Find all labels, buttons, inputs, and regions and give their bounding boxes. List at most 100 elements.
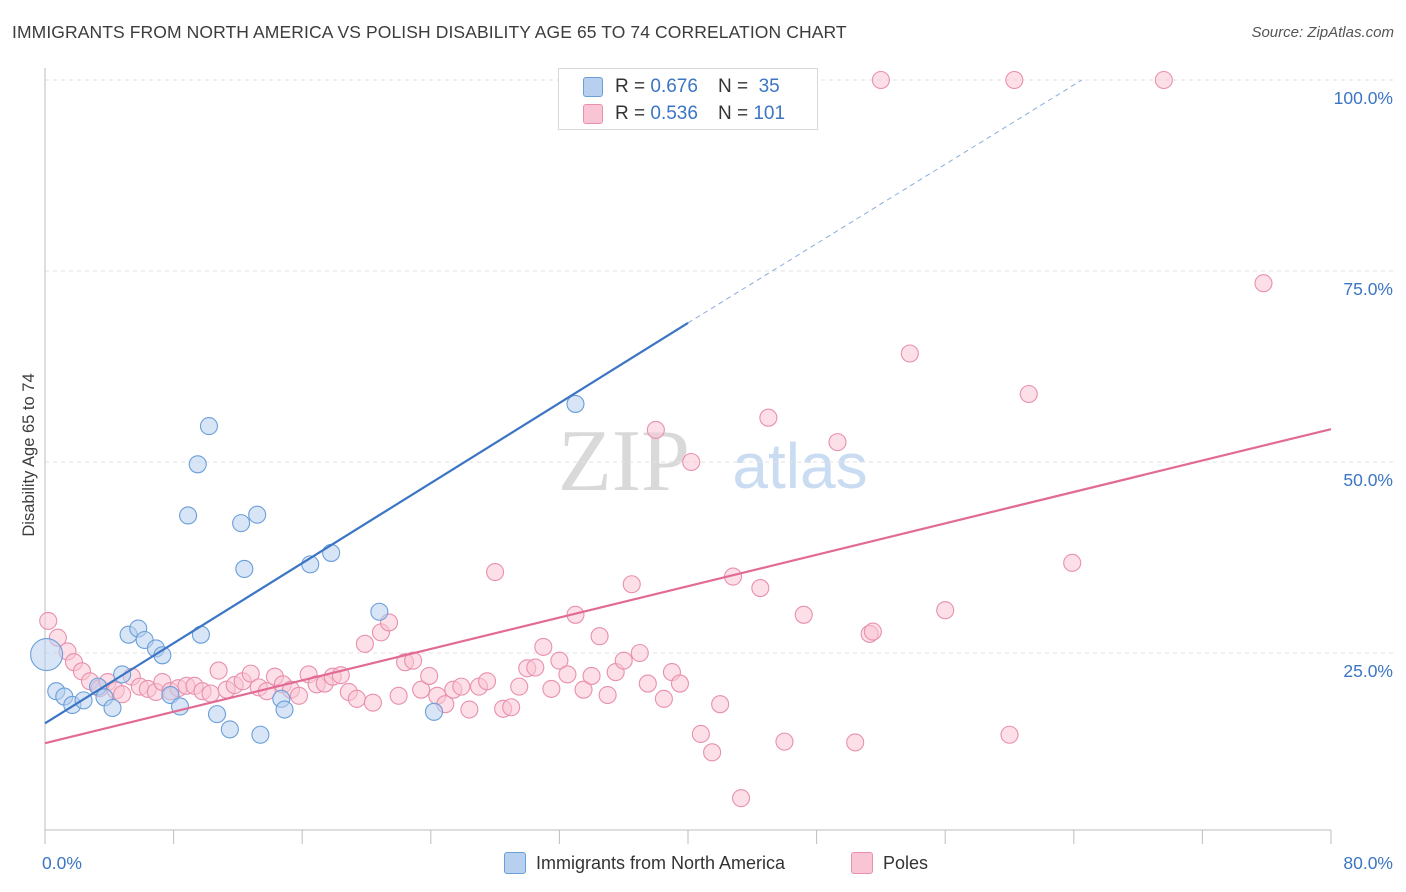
point-poles [751, 579, 770, 598]
point-poles [558, 665, 577, 684]
point-immigrants [322, 543, 341, 562]
point-poles [1063, 553, 1082, 572]
series-legend-poles: Poles [851, 852, 928, 874]
point-immigrants [370, 602, 389, 621]
point-poles [638, 674, 657, 693]
point-immigrants [424, 702, 444, 721]
point-poles [510, 677, 529, 696]
y-tick-label: 25.0% [1343, 661, 1393, 681]
point-poles [1005, 70, 1024, 90]
point-poles [241, 664, 260, 683]
r-label: R = [615, 76, 646, 97]
y-axis-label-group: Disability Age 65 to 74 [20, 373, 38, 536]
point-immigrants [220, 720, 239, 739]
point-poles [550, 651, 569, 670]
watermark-atlas: atlas [732, 430, 867, 502]
point-poles [452, 677, 471, 696]
trend-line-immigrants [44, 322, 689, 725]
point-poles [775, 732, 794, 751]
point-immigrants [188, 455, 207, 474]
r-value-poles: 0.536 [650, 103, 698, 124]
point-poles [622, 575, 641, 594]
point-poles [1019, 384, 1038, 404]
trend-line-poles [44, 428, 1332, 745]
x-tick-label: 0.0% [42, 853, 82, 873]
point-poles [871, 70, 890, 90]
point-immigrants [30, 637, 64, 672]
point-poles [39, 611, 58, 630]
legend-swatch-immigrants [583, 77, 603, 97]
r-value-immigrants: 0.676 [650, 76, 698, 97]
point-poles [731, 789, 751, 808]
point-poles [389, 686, 408, 705]
point-poles [420, 666, 439, 685]
point-poles [460, 700, 479, 719]
n-label: N = [717, 76, 749, 97]
point-poles [355, 634, 374, 653]
point-poles [828, 433, 847, 452]
series-legend: Immigrants from North America Poles [0, 852, 1406, 876]
point-poles [691, 724, 710, 744]
point-immigrants [199, 417, 219, 436]
point-poles [759, 408, 778, 427]
point-immigrants [566, 394, 585, 413]
y-tick-label: 100.0% [1334, 88, 1393, 108]
point-poles [682, 452, 701, 472]
point-poles [574, 680, 593, 699]
data-points [30, 70, 1273, 808]
trend-lines [44, 79, 1332, 745]
y-tick-label: 50.0% [1343, 470, 1393, 490]
legend-row-poles: R = 0.536 N = 101 [583, 101, 785, 127]
point-poles [654, 689, 673, 708]
point-poles [900, 344, 919, 363]
correlation-legend: R = 0.676 N = 35 R = 0.536 N = 101 [558, 68, 818, 130]
x-tick-label: 80.0% [1343, 853, 1393, 873]
y-axis-tick-labels: 25.0% 50.0% 75.0% 100.0% [1334, 88, 1393, 681]
point-poles [630, 643, 649, 663]
point-poles [289, 686, 309, 705]
point-immigrants [248, 505, 267, 524]
point-poles [209, 661, 228, 680]
point-immigrants [232, 514, 251, 533]
point-poles [363, 693, 382, 712]
r-label: R = [615, 103, 646, 124]
legend-swatch-poles [583, 104, 603, 124]
point-poles [590, 627, 609, 646]
point-poles [646, 420, 665, 439]
point-poles [846, 733, 865, 752]
point-poles [542, 679, 561, 698]
x-axis-tick-labels: 0.0% 80.0% [42, 853, 1393, 873]
point-poles [670, 674, 690, 693]
point-poles [598, 685, 617, 705]
point-poles [502, 698, 521, 717]
point-poles [478, 672, 497, 691]
series-name-poles: Poles [883, 852, 929, 873]
series-swatch-immigrants [504, 852, 526, 874]
point-poles [1254, 274, 1273, 293]
point-poles [347, 689, 366, 708]
chart-title: IMMIGRANTS FROM NORTH AMERICA VS POLISH … [12, 22, 847, 42]
x-axis-ticks [44, 830, 1332, 844]
y-tick-label: 75.0% [1343, 279, 1393, 299]
point-immigrants [179, 506, 198, 525]
n-value-poles: 101 [753, 103, 786, 124]
series-name-immigrants: Immigrants from North America [536, 852, 786, 873]
legend-row-immigrants: R = 0.676 N = 35 [583, 74, 780, 100]
point-immigrants [207, 705, 227, 724]
point-poles [412, 680, 431, 699]
n-label: N = [717, 103, 749, 124]
n-value-immigrants: 35 [758, 76, 780, 97]
point-immigrants [275, 700, 294, 719]
point-poles [526, 658, 545, 677]
series-legend-immigrants: Immigrants from North America [504, 852, 785, 874]
point-immigrants [235, 559, 254, 579]
series-swatch-poles [851, 852, 873, 874]
point-poles [201, 684, 220, 703]
point-immigrants [251, 725, 270, 744]
point-poles [794, 605, 813, 624]
point-poles [1154, 70, 1173, 90]
y-axis-label: Disability Age 65 to 74 [20, 373, 38, 536]
point-poles [711, 695, 730, 714]
point-poles [534, 637, 553, 656]
